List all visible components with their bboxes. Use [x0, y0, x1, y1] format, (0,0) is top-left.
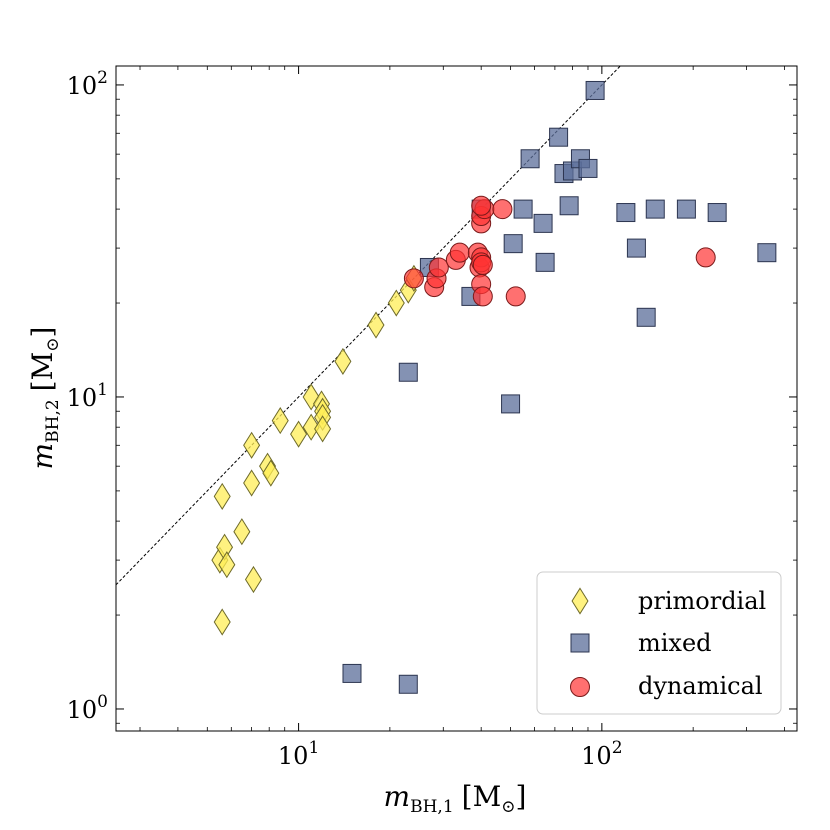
y-axis-label: mBH,2[M⊙] [26, 327, 63, 470]
point-mixed [501, 394, 521, 414]
point-mixed [616, 203, 636, 223]
point-dynamical [492, 199, 513, 220]
y-tick-label: 101 [67, 380, 108, 412]
point-primordial [243, 469, 261, 497]
point-primordial [218, 551, 236, 579]
point-mixed [520, 149, 540, 169]
legend-label-dynamical: dynamical [638, 672, 763, 700]
point-primordial [334, 347, 352, 375]
point-primordial [367, 311, 385, 339]
legend-marker-dynamical [570, 677, 590, 697]
tick-labels: 101 102 100 101 102 [67, 68, 623, 770]
point-mixed [578, 158, 598, 178]
point-mixed [503, 234, 523, 254]
point-mixed [707, 203, 727, 223]
point-primordial [387, 289, 405, 317]
legend: primordial mixed dynamical [536, 571, 782, 715]
point-primordial [213, 482, 231, 511]
point-mixed [533, 213, 553, 233]
legend-marker-primordial [571, 587, 589, 615]
point-primordial [271, 406, 289, 435]
point-primordial [262, 459, 280, 487]
y-tick-label: 100 [67, 692, 108, 724]
point-dynamical [695, 247, 716, 268]
point-primordial [233, 518, 251, 546]
point-dynamical [449, 242, 470, 263]
point-mixed [626, 238, 646, 258]
point-dynamical [472, 286, 493, 307]
point-primordial [244, 565, 262, 594]
point-primordial [213, 608, 231, 636]
major-ticks [116, 66, 797, 731]
point-mixed [676, 199, 696, 219]
point-primordial [314, 415, 332, 443]
series-primordial [211, 264, 423, 636]
point-mixed [585, 80, 605, 100]
legend-box [536, 571, 782, 715]
point-mixed [549, 127, 569, 147]
point-dynamical [403, 268, 424, 289]
point-primordial [243, 431, 261, 459]
y-tick-label: 102 [67, 68, 108, 100]
point-mixed [645, 199, 665, 219]
series-mixed [342, 80, 777, 694]
point-dynamical [428, 257, 449, 278]
point-mixed [398, 362, 418, 382]
legend-label-mixed: mixed [638, 629, 712, 657]
point-mixed [559, 196, 579, 216]
x-axis-label: mBH,1 [M⊙] [384, 780, 527, 817]
point-dynamical [505, 286, 526, 307]
point-primordial [302, 413, 320, 441]
point-dynamical [472, 254, 493, 275]
point-mixed [342, 663, 362, 683]
x-tick-label: 102 [581, 738, 622, 770]
x-tick-label: 101 [278, 738, 319, 770]
point-mixed [636, 307, 656, 327]
point-primordial [290, 420, 308, 448]
series-dynamical [403, 195, 716, 307]
minor-ticks [116, 66, 797, 731]
plot-frame [115, 65, 798, 732]
point-mixed [513, 199, 533, 219]
legend-label-primordial: primordial [638, 587, 766, 615]
point-mixed [398, 674, 418, 694]
point-mixed [757, 243, 777, 263]
point-mixed [535, 252, 555, 272]
data-points [211, 80, 777, 694]
point-dynamical [471, 195, 492, 216]
legend-marker-mixed [570, 633, 590, 653]
